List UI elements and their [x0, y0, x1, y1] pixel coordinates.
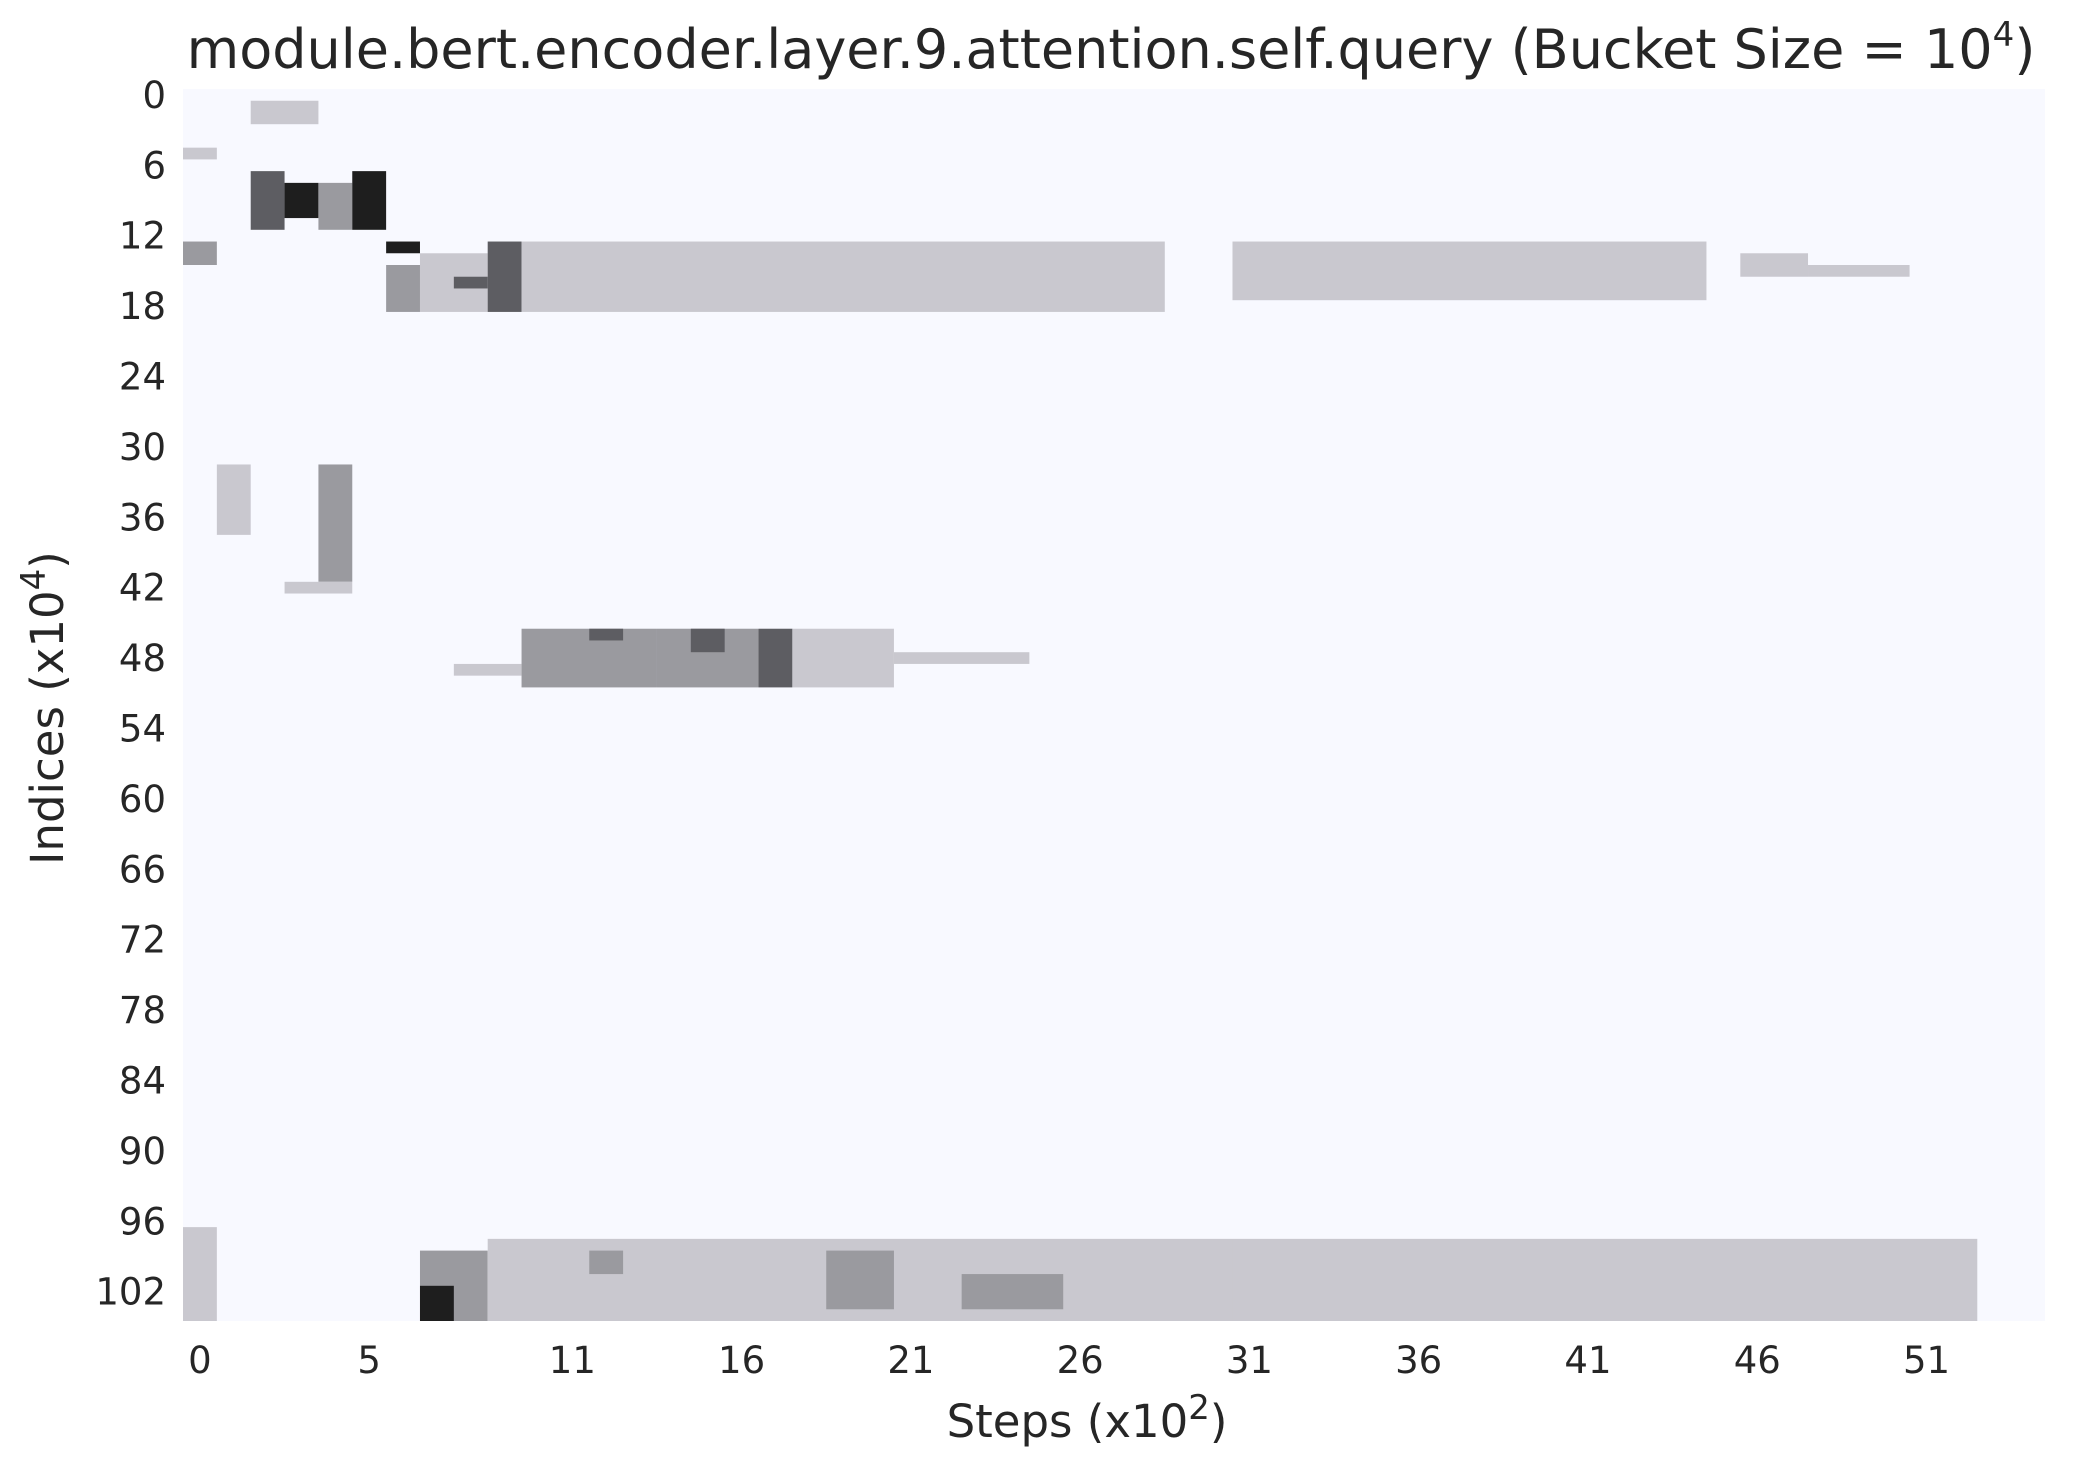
y-tick-label: 72 [119, 919, 166, 962]
heatmap-cell [318, 464, 353, 582]
x-tick-label: 16 [718, 1339, 765, 1382]
y-tick-label: 24 [119, 355, 166, 398]
heatmap-cell [758, 628, 793, 688]
heatmap-cell [386, 265, 420, 312]
y-tick-label: 96 [119, 1200, 166, 1243]
x-tick-label: 11 [549, 1339, 596, 1382]
y-tick-label: 6 [142, 144, 166, 187]
x-tick-label: 21 [887, 1339, 934, 1382]
heatmap-cell [1232, 1238, 1978, 1321]
heatmap-cell [1808, 265, 1910, 277]
heatmap-cell [284, 581, 353, 594]
y-tick-label: 30 [119, 426, 166, 469]
chart-title: module.bert.encoder.layer.9.attention.se… [187, 15, 2036, 81]
heatmap-cell [352, 171, 387, 230]
heatmap-cell [216, 464, 251, 535]
y-tick-label: 54 [119, 707, 166, 750]
y-tick-label: 48 [119, 637, 166, 680]
y-tick-label: 12 [119, 215, 166, 258]
x-tick-label: 26 [1057, 1339, 1104, 1382]
x-tick-label: 5 [357, 1339, 381, 1382]
heatmap-cell [419, 1285, 454, 1321]
heatmap-cell [826, 1250, 894, 1310]
heatmap-cell [183, 1227, 217, 1321]
y-tick-label: 78 [119, 989, 166, 1032]
y-tick-labels: 0 6 12 18 24 30 36 42 48 54 60 66 72 78 84 90 96 102 [95, 74, 166, 1314]
x-tick-label: 51 [1903, 1339, 1950, 1382]
heatmap-cell [386, 241, 420, 254]
x-tick-label: 46 [1734, 1339, 1781, 1382]
heatmap-cell [1232, 241, 1707, 301]
y-tick-label: 102 [95, 1271, 166, 1314]
heatmap-cell [487, 241, 522, 312]
heatmap-cell [792, 628, 894, 688]
heatmap-cell [284, 182, 319, 219]
x-tick-label: 41 [1564, 1339, 1611, 1382]
heatmap-cell [893, 652, 1030, 664]
x-tick-label: 0 [188, 1339, 212, 1382]
heatmap-cell [690, 628, 725, 653]
x-tick-labels: 0 5 11 16 21 26 31 36 41 46 51 [188, 1339, 1950, 1382]
y-tick-label: 18 [119, 285, 166, 328]
heatmap-cell [250, 171, 285, 230]
heatmap-cell [183, 241, 217, 265]
heatmap-cell [250, 100, 319, 125]
heatmap-cell [318, 182, 353, 230]
heatmap-cell [183, 147, 217, 160]
heatmap-cell [961, 1274, 1064, 1310]
y-tick-label: 42 [119, 567, 166, 610]
y-tick-label: 90 [119, 1130, 166, 1173]
heatmap-cell [1740, 253, 1809, 277]
y-tick-label: 84 [119, 1059, 166, 1102]
y-tick-label: 36 [119, 496, 166, 539]
x-axis-label: Steps (x102) [947, 1388, 1228, 1448]
heatmap-cell [453, 276, 488, 289]
y-tick-label: 60 [119, 778, 166, 821]
x-tick-label: 36 [1395, 1339, 1442, 1382]
y-tick-label: 0 [142, 74, 166, 117]
x-tick-label: 31 [1226, 1339, 1273, 1382]
heatmap-cells [183, 100, 1978, 1321]
y-axis-label: Indices (x104) [14, 551, 74, 865]
heatmap-cell [453, 663, 522, 676]
y-tick-label: 66 [119, 848, 166, 891]
heatmap-cell [589, 628, 624, 641]
heatmap-cell [589, 1250, 624, 1275]
heatmap-cell [521, 241, 1165, 312]
